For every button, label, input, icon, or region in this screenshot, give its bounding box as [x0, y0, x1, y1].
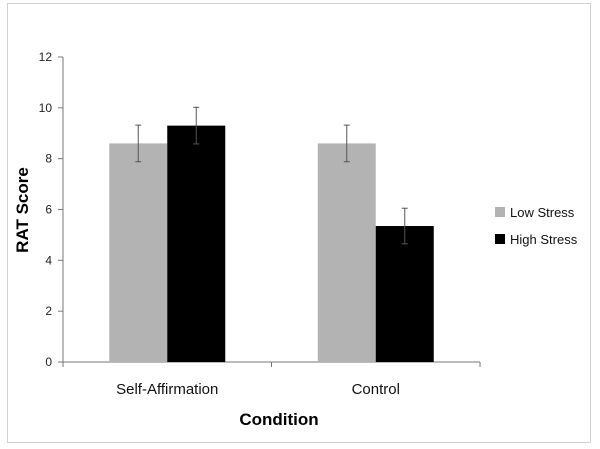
- bar-high-stress: [167, 125, 226, 362]
- legend-swatch: [495, 207, 505, 217]
- chart-frame: [7, 3, 591, 443]
- y-tick-label: 8: [45, 152, 52, 166]
- legend: Low Stress High Stress: [495, 205, 578, 247]
- bar-low-stress: [109, 143, 168, 362]
- x-category-labels: Self-Affirmation Control: [116, 381, 400, 398]
- y-tick-label: 2: [45, 304, 52, 318]
- y-tick-label: 4: [45, 253, 52, 267]
- legend-label: Low Stress: [510, 205, 575, 220]
- bars: [109, 125, 434, 362]
- y-tick-label: 0: [45, 355, 52, 369]
- x-category-label: Control: [352, 381, 400, 398]
- y-tick-label: 12: [39, 50, 53, 64]
- y-tick-label: 10: [39, 101, 53, 115]
- x-axis-title: Condition: [239, 410, 318, 429]
- y-axis-title: RAT Score: [13, 167, 32, 253]
- x-category-label: Self-Affirmation: [116, 381, 218, 398]
- bar-low-stress: [317, 143, 376, 362]
- error-bars: [135, 106, 408, 245]
- y-tick-labels: 0 2 4 6 8 10 12: [39, 50, 53, 369]
- legend-label: High Stress: [510, 232, 578, 247]
- bar-high-stress: [375, 226, 434, 362]
- y-tick-label: 6: [45, 203, 52, 217]
- legend-swatch: [495, 234, 505, 244]
